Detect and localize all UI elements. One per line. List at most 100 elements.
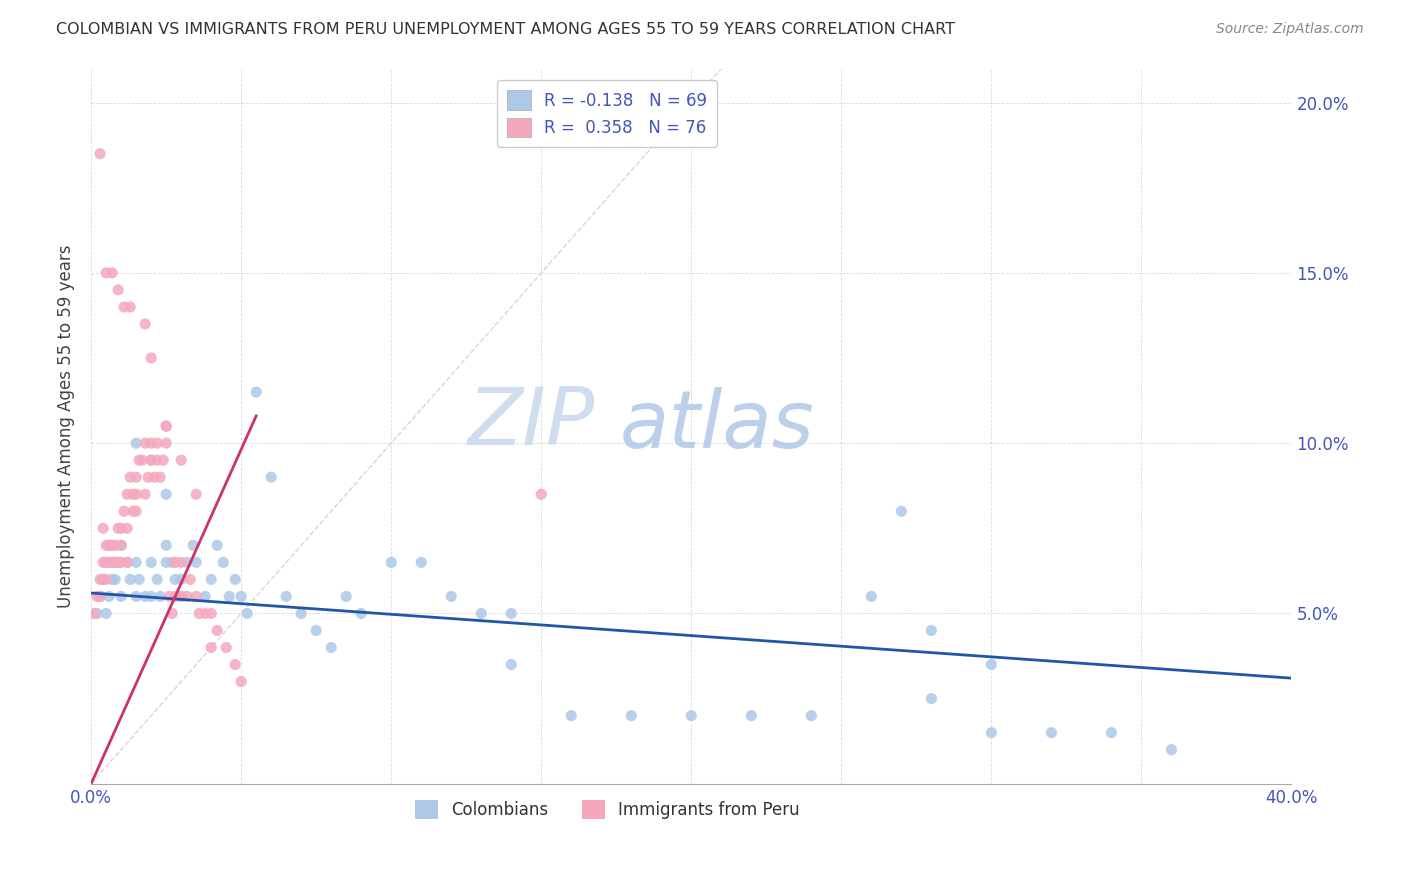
Point — [89, 146, 111, 161]
Point — [141, 555, 163, 569]
Point — [115, 487, 138, 501]
Point — [1099, 725, 1122, 739]
Point — [160, 607, 183, 621]
Point — [165, 555, 187, 569]
Point — [218, 590, 240, 604]
Point — [231, 674, 253, 689]
Point — [155, 419, 177, 434]
Point — [110, 590, 132, 604]
Point — [143, 470, 166, 484]
Point — [860, 590, 883, 604]
Point — [96, 607, 118, 621]
Point — [170, 590, 193, 604]
Point — [170, 590, 193, 604]
Point — [89, 590, 111, 604]
Point — [186, 487, 208, 501]
Point — [98, 538, 121, 552]
Point — [560, 708, 582, 723]
Point — [440, 590, 463, 604]
Point — [122, 504, 145, 518]
Point — [125, 504, 148, 518]
Point — [104, 538, 127, 552]
Point — [125, 487, 148, 501]
Point — [110, 521, 132, 535]
Point — [186, 555, 208, 569]
Point — [335, 590, 357, 604]
Point — [260, 470, 283, 484]
Point — [200, 573, 222, 587]
Point — [96, 555, 118, 569]
Point — [890, 504, 912, 518]
Point — [157, 590, 180, 604]
Point — [110, 538, 132, 552]
Point — [236, 607, 259, 621]
Point — [740, 708, 762, 723]
Point — [96, 266, 118, 280]
Point — [205, 538, 228, 552]
Point — [141, 436, 163, 450]
Point — [681, 708, 703, 723]
Point — [91, 521, 114, 535]
Point — [224, 573, 246, 587]
Point — [131, 453, 153, 467]
Point — [101, 538, 124, 552]
Point — [160, 555, 183, 569]
Point — [155, 487, 177, 501]
Point — [89, 573, 111, 587]
Point — [125, 470, 148, 484]
Point — [1040, 725, 1063, 739]
Point — [104, 555, 127, 569]
Point — [165, 573, 187, 587]
Point — [134, 317, 156, 331]
Point — [176, 555, 198, 569]
Point — [205, 624, 228, 638]
Point — [215, 640, 238, 655]
Point — [170, 555, 193, 569]
Point — [176, 590, 198, 604]
Point — [231, 590, 253, 604]
Point — [86, 607, 108, 621]
Point — [146, 573, 169, 587]
Point — [125, 555, 148, 569]
Point — [380, 555, 402, 569]
Text: COLOMBIAN VS IMMIGRANTS FROM PERU UNEMPLOYMENT AMONG AGES 55 TO 59 YEARS CORRELA: COLOMBIAN VS IMMIGRANTS FROM PERU UNEMPL… — [56, 22, 955, 37]
Point — [620, 708, 643, 723]
Point — [155, 419, 177, 434]
Point — [120, 300, 142, 314]
Text: atlas: atlas — [619, 387, 814, 465]
Point — [149, 470, 172, 484]
Point — [321, 640, 343, 655]
Point — [411, 555, 433, 569]
Point — [115, 555, 138, 569]
Point — [125, 590, 148, 604]
Point — [1160, 742, 1182, 756]
Point — [200, 640, 222, 655]
Point — [98, 555, 121, 569]
Point — [101, 555, 124, 569]
Point — [110, 555, 132, 569]
Point — [122, 487, 145, 501]
Point — [146, 453, 169, 467]
Point — [107, 555, 129, 569]
Point — [188, 607, 211, 621]
Point — [194, 607, 217, 621]
Point — [170, 453, 193, 467]
Point — [96, 573, 118, 587]
Point — [501, 607, 523, 621]
Point — [98, 590, 121, 604]
Point — [165, 590, 187, 604]
Point — [980, 725, 1002, 739]
Point — [530, 487, 553, 501]
Point — [920, 691, 942, 706]
Point — [96, 555, 118, 569]
Point — [107, 521, 129, 535]
Point — [276, 590, 298, 604]
Point — [134, 590, 156, 604]
Point — [141, 453, 163, 467]
Point — [115, 555, 138, 569]
Point — [136, 470, 159, 484]
Point — [179, 573, 201, 587]
Point — [800, 708, 823, 723]
Point — [91, 573, 114, 587]
Point — [290, 607, 312, 621]
